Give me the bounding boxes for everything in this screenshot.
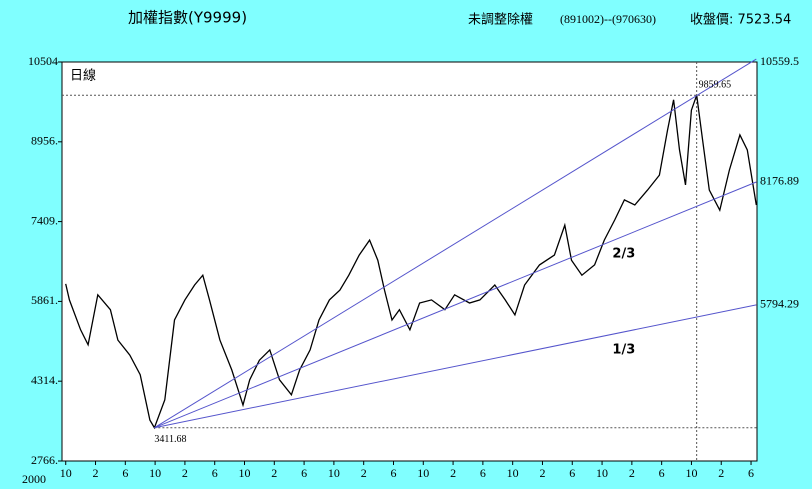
fan-end-label: 8176.89 <box>760 174 799 188</box>
x-tick-label: 2 <box>718 466 724 480</box>
y-tick-label: 4314. <box>31 373 58 387</box>
x-tick-label: 6 <box>301 466 307 480</box>
fan-line <box>154 181 757 429</box>
fan-line <box>154 58 757 429</box>
x-tick-label: 6 <box>748 466 754 480</box>
x-tick-label: 6 <box>569 466 575 480</box>
year-label: 2000 <box>22 472 46 486</box>
frequency-label: 日線 <box>70 68 96 84</box>
y-tick-label: 7409. <box>31 213 58 227</box>
x-tick-label: 10 <box>60 466 72 480</box>
y-tick-label: 5861. <box>31 293 58 307</box>
x-tick-label: 10 <box>239 466 251 480</box>
price-line <box>65 94 757 430</box>
fan-end-label: 10559.5 <box>760 54 799 68</box>
x-tick-label: 6 <box>390 466 396 480</box>
x-tick-label: 6 <box>659 466 665 480</box>
y-tick-label: 8956. <box>31 134 58 148</box>
x-tick-label: 10 <box>596 466 608 480</box>
x-tick-label: 2 <box>629 466 635 480</box>
subtitle: 未調整除權 <box>468 13 533 28</box>
period: (891002)--(970630) <box>560 12 656 26</box>
x-tick-label: 2 <box>539 466 545 480</box>
x-tick-label: 6 <box>212 466 218 480</box>
fan-line <box>154 304 757 429</box>
low-label: 3411.68 <box>154 434 186 445</box>
x-tick-label: 10 <box>685 466 697 480</box>
x-tick-label: 2 <box>361 466 367 480</box>
x-tick-label: 2 <box>182 466 188 480</box>
x-tick-label: 2 <box>450 466 456 480</box>
x-tick-label: 6 <box>480 466 486 480</box>
fan-label: 2/3 <box>612 247 635 262</box>
x-tick-label: 10 <box>328 466 340 480</box>
y-tick-label: 10504 <box>28 54 58 68</box>
close-label: 收盤價: 7523.54 <box>690 13 791 28</box>
x-tick-label: 10 <box>417 466 429 480</box>
high-label: 9859.65 <box>699 80 732 91</box>
x-tick-label: 10 <box>507 466 519 480</box>
x-tick-label: 6 <box>122 466 128 480</box>
fan-label: 1/3 <box>612 342 635 357</box>
chart-title: 加權指數(Y9999) <box>128 9 247 27</box>
y-tick-label: 2766. <box>31 453 58 467</box>
fan-end-label: 5794.29 <box>760 297 799 311</box>
x-tick-label: 2 <box>271 466 277 480</box>
x-tick-label: 10 <box>149 466 161 480</box>
x-tick-label: 2 <box>93 466 99 480</box>
plot-area <box>61 61 758 462</box>
